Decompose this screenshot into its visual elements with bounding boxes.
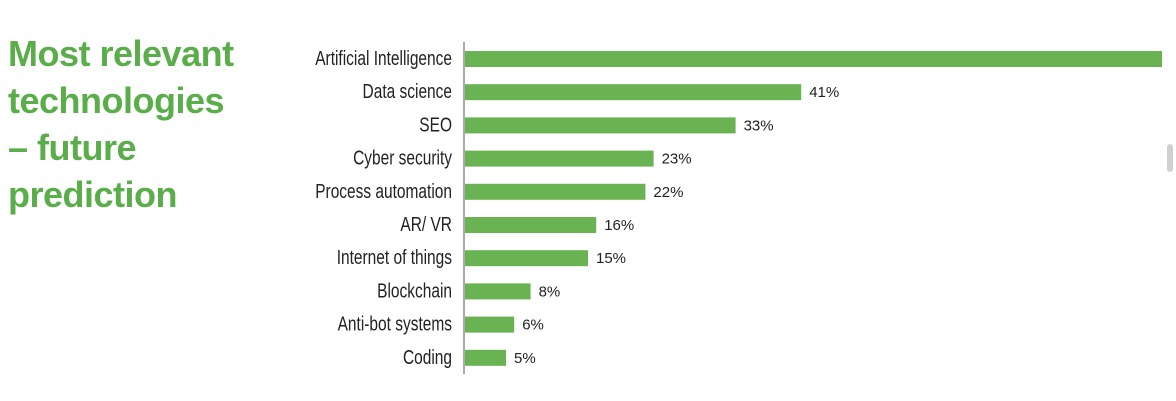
bar-5 [465,217,597,233]
category-label-3: Cyber security [353,147,452,169]
category-label-0: Artificial Intelligence [315,47,452,69]
bar-3 [465,150,654,167]
value-label-4: 22% [653,184,683,201]
chart-title: Most relevant technologies – future pred… [8,30,268,218]
bar-8 [465,316,515,333]
value-label-2: 33% [744,117,774,134]
value-label-9: 5% [514,350,536,367]
value-label-1: 41% [809,84,839,101]
category-label-1: Data science [363,80,452,102]
bar-4 [465,183,646,200]
value-label-8: 6% [522,317,544,334]
value-label-6: 15% [596,250,626,267]
category-label-7: Blockchain [377,279,452,301]
title-line-1: Most relevant [8,33,234,74]
title-line-4: prediction [8,174,178,215]
title-line-3: – future [8,127,137,168]
scrollbar-thumb[interactable] [1167,144,1173,172]
bar-6 [465,250,588,267]
value-label-3: 23% [662,151,692,168]
category-label-4: Process automation [315,180,452,202]
bar-7 [465,283,531,300]
value-label-7: 8% [539,283,561,300]
title-line-2: technologies [8,80,225,121]
category-label-9: Coding [403,346,452,368]
category-label-6: Internet of things [337,246,452,268]
bar-9 [465,349,506,366]
category-label-5: AR/ VR [400,213,452,235]
bar-0 [465,51,1162,67]
category-label-2: SEO [419,113,452,135]
category-label-8: Anti-bot systems [338,313,452,335]
value-label-5: 16% [604,217,634,234]
bar-1 [465,84,802,101]
bar-2 [465,117,736,134]
